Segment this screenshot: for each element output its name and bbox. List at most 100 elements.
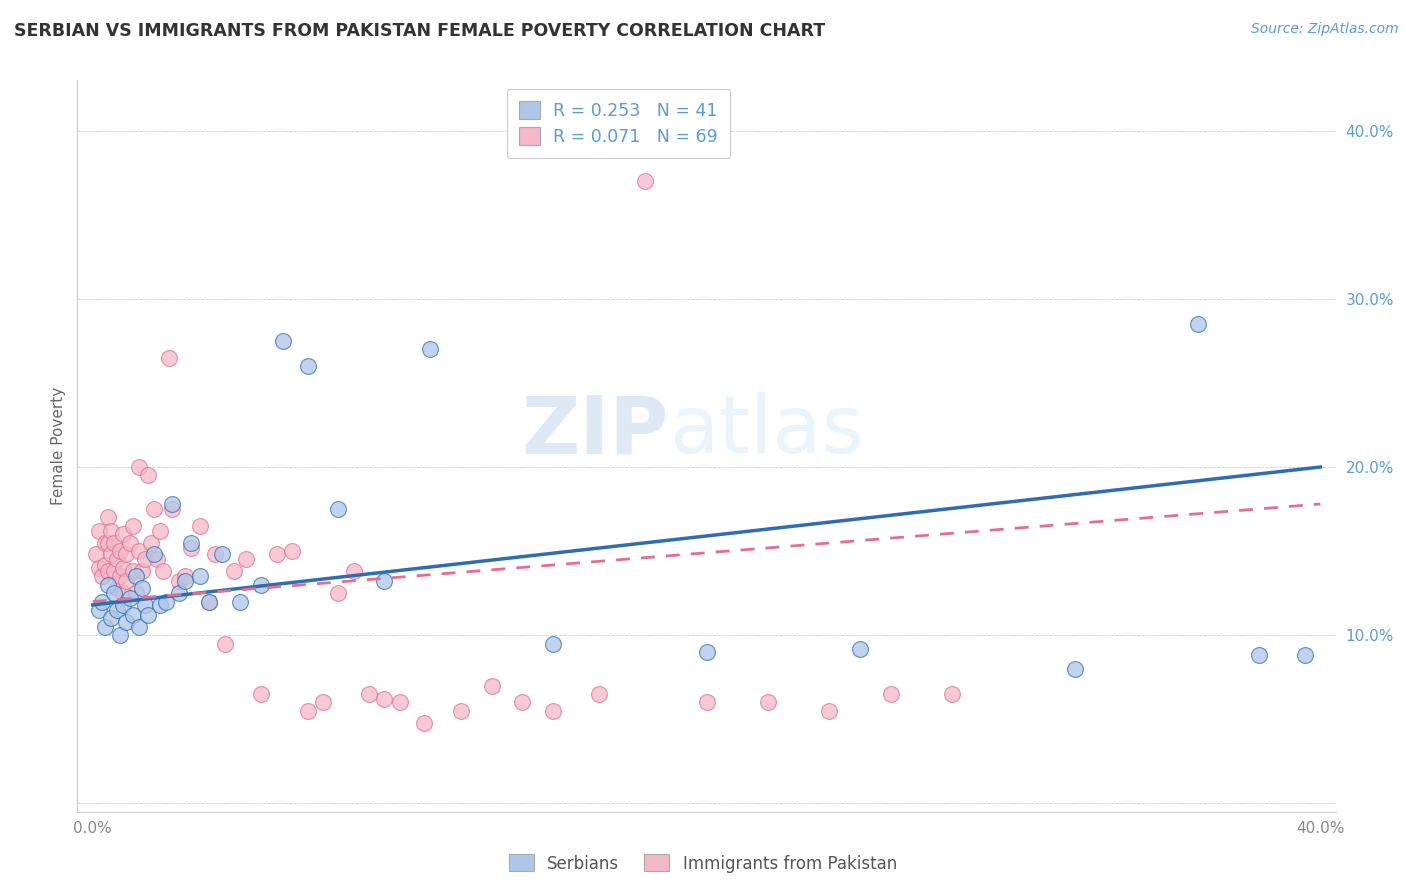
Point bbox=[131, 581, 153, 595]
Point bbox=[128, 620, 150, 634]
Legend: Serbians, Immigrants from Pakistan: Serbians, Immigrants from Pakistan bbox=[502, 847, 904, 880]
Point bbox=[100, 611, 122, 625]
Point bbox=[94, 535, 117, 549]
Point bbox=[198, 594, 221, 608]
Point bbox=[357, 687, 380, 701]
Point bbox=[121, 564, 143, 578]
Y-axis label: Female Poverty: Female Poverty bbox=[51, 387, 66, 505]
Point bbox=[124, 569, 146, 583]
Point bbox=[1294, 648, 1316, 663]
Point bbox=[312, 695, 335, 709]
Point bbox=[131, 564, 153, 578]
Point bbox=[173, 574, 195, 589]
Point bbox=[124, 586, 146, 600]
Point bbox=[134, 598, 156, 612]
Point bbox=[204, 548, 226, 562]
Text: atlas: atlas bbox=[669, 392, 863, 470]
Point bbox=[100, 548, 122, 562]
Text: Source: ZipAtlas.com: Source: ZipAtlas.com bbox=[1251, 22, 1399, 37]
Point bbox=[211, 548, 233, 562]
Point bbox=[84, 548, 107, 562]
Point bbox=[94, 620, 117, 634]
Point bbox=[188, 519, 211, 533]
Point bbox=[198, 594, 221, 608]
Point bbox=[146, 552, 169, 566]
Point bbox=[162, 502, 184, 516]
Point bbox=[105, 581, 128, 595]
Point bbox=[134, 552, 156, 566]
Point bbox=[756, 695, 779, 709]
Point bbox=[167, 574, 190, 589]
Point bbox=[136, 607, 159, 622]
Point bbox=[103, 535, 125, 549]
Point bbox=[121, 607, 143, 622]
Point bbox=[167, 586, 190, 600]
Point bbox=[87, 524, 110, 538]
Point bbox=[103, 564, 125, 578]
Point bbox=[849, 641, 872, 656]
Point bbox=[87, 561, 110, 575]
Point bbox=[281, 544, 304, 558]
Point bbox=[118, 591, 141, 606]
Point bbox=[97, 564, 120, 578]
Point bbox=[149, 598, 172, 612]
Point bbox=[696, 645, 718, 659]
Point bbox=[188, 569, 211, 583]
Point bbox=[152, 564, 174, 578]
Point bbox=[112, 598, 135, 612]
Point bbox=[162, 497, 184, 511]
Point bbox=[139, 535, 162, 549]
Point bbox=[136, 468, 159, 483]
Text: SERBIAN VS IMMIGRANTS FROM PAKISTAN FEMALE POVERTY CORRELATION CHART: SERBIAN VS IMMIGRANTS FROM PAKISTAN FEMA… bbox=[14, 22, 825, 40]
Point bbox=[1187, 317, 1209, 331]
Point bbox=[149, 524, 172, 538]
Point bbox=[103, 586, 125, 600]
Point bbox=[541, 636, 564, 650]
Point bbox=[112, 586, 135, 600]
Point bbox=[235, 552, 257, 566]
Point bbox=[128, 460, 150, 475]
Point bbox=[481, 679, 503, 693]
Point bbox=[90, 594, 112, 608]
Point bbox=[112, 527, 135, 541]
Point bbox=[105, 552, 128, 566]
Point bbox=[297, 704, 319, 718]
Point bbox=[250, 687, 273, 701]
Point bbox=[373, 574, 395, 589]
Point bbox=[112, 561, 135, 575]
Point bbox=[143, 548, 166, 562]
Point bbox=[328, 502, 350, 516]
Point bbox=[105, 603, 128, 617]
Point bbox=[250, 578, 273, 592]
Point bbox=[97, 535, 120, 549]
Point bbox=[512, 695, 534, 709]
Point bbox=[115, 615, 138, 629]
Point bbox=[229, 594, 252, 608]
Legend: R = 0.253   N = 41, R = 0.071   N = 69: R = 0.253 N = 41, R = 0.071 N = 69 bbox=[506, 89, 730, 158]
Point bbox=[297, 359, 319, 373]
Point bbox=[118, 535, 141, 549]
Point bbox=[155, 594, 177, 608]
Point bbox=[180, 541, 202, 555]
Point bbox=[413, 715, 436, 730]
Point bbox=[97, 510, 120, 524]
Point bbox=[143, 502, 166, 516]
Point bbox=[222, 564, 245, 578]
Point bbox=[696, 695, 718, 709]
Point bbox=[373, 692, 395, 706]
Point bbox=[328, 586, 350, 600]
Point bbox=[1247, 648, 1270, 663]
Point bbox=[100, 524, 122, 538]
Point bbox=[110, 628, 132, 642]
Point bbox=[271, 334, 294, 348]
Point bbox=[541, 704, 564, 718]
Point bbox=[388, 695, 411, 709]
Point bbox=[266, 548, 288, 562]
Point bbox=[180, 535, 202, 549]
Point bbox=[87, 603, 110, 617]
Point bbox=[941, 687, 963, 701]
Point bbox=[110, 544, 132, 558]
Point bbox=[110, 569, 132, 583]
Point bbox=[419, 343, 441, 357]
Point bbox=[1063, 662, 1085, 676]
